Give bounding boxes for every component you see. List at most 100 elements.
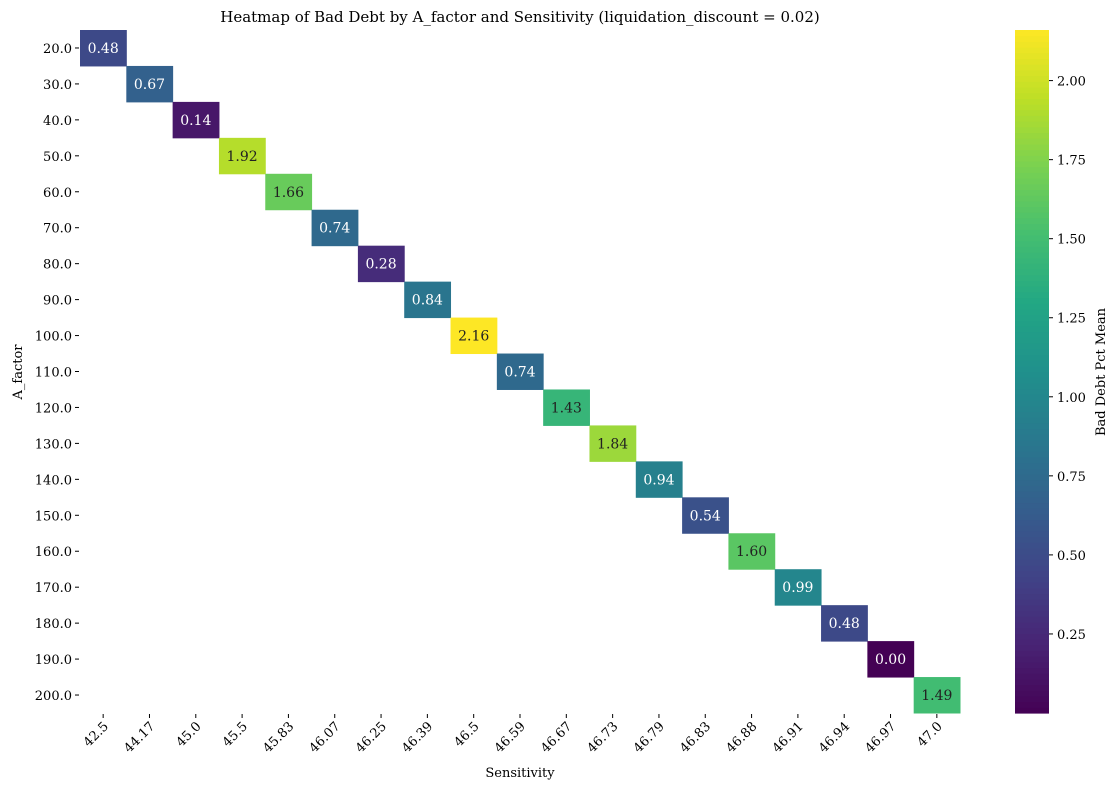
cell-value-label: 1.84 [597,436,628,452]
y-tick-label: 80.0 [43,258,72,273]
colorbar-tick-label: 2.00 [1057,75,1086,90]
colorbar-segment [1015,246,1049,253]
heatmap-cell [265,173,313,211]
colorbar-segment [1015,234,1049,242]
colorbar-segment [1015,428,1049,435]
colorbar-segment [1015,519,1049,526]
colorbar-segment [1015,456,1049,464]
colorbar-segment [1015,582,1049,589]
colorbar-segment [1015,707,1049,714]
y-tick-label: 180.0 [35,617,72,632]
colorbar-segment [1015,121,1049,128]
y-tick-label: 190.0 [35,653,72,668]
colorbar-segment [1015,445,1049,452]
cell-value-label: 0.28 [365,257,396,273]
colorbar-segment [1015,473,1049,481]
y-tick-label: 60.0 [43,186,72,201]
x-tick-label: 46.39 [399,719,436,756]
cell-value-label: 0.54 [690,508,721,524]
colorbar-segment [1015,536,1049,543]
heatmap-cell [126,65,174,103]
heatmap-cell [774,569,822,606]
colorbar-segment [1015,337,1049,344]
cell-value-label: 0.48 [88,41,119,57]
cell-value-label: 0.84 [412,293,443,309]
colorbar-segment [1015,388,1049,395]
colorbar-segment [1015,439,1049,447]
colorbar-segment [1015,160,1049,168]
colorbar-segment [1015,269,1049,276]
colorbar-segment [1015,126,1049,134]
colorbar-segment [1015,382,1049,390]
colorbar-segment [1015,491,1049,498]
colorbar-segment [1015,627,1049,634]
colorbar-segment [1015,656,1049,663]
colorbar-segment [1015,695,1049,703]
colorbar-segment [1015,661,1049,669]
colorbar-segment [1015,547,1049,555]
x-tick-label: 42.5 [81,719,112,750]
chart-title: Heatmap of Bad Debt by A_factor and Sens… [220,8,819,26]
colorbar-segment [1015,98,1049,105]
colorbar-segment [1015,576,1049,583]
y-tick-label: 90.0 [43,294,72,309]
colorbar-segment [1015,348,1049,356]
colorbar-segment [1015,189,1049,196]
colorbar-tick-label: 0.50 [1057,549,1086,564]
colorbar-segment [1015,354,1049,361]
colorbar-segment [1015,217,1049,225]
colorbar-segment [1015,673,1049,680]
colorbar-segment [1015,229,1049,236]
cell-value-label: 0.48 [829,616,860,632]
colorbar-segment [1015,365,1049,373]
heatmap-cell [404,281,452,319]
colorbar-segment [1015,331,1049,338]
colorbar-segment [1015,530,1049,538]
colorbar-segment [1015,115,1049,122]
colorbar-segment [1015,525,1049,532]
colorbar-segment [1015,251,1049,259]
colorbar-segment [1015,69,1049,77]
colorbar-segment [1015,35,1049,42]
x-tick-label: 46.59 [492,719,529,756]
colorbar-tick-label: 0.25 [1057,628,1086,643]
colorbar-segment [1015,411,1049,418]
heatmap-cell [728,533,776,570]
colorbar-segment [1015,240,1049,247]
colorbar-segment [1015,132,1049,139]
cell-value-label: 0.00 [875,652,906,668]
colorbar-segment [1015,280,1049,287]
colorbar-segment [1015,513,1049,521]
cell-value-label: 0.94 [643,472,674,488]
colorbar-segment [1015,343,1049,350]
colorbar-segment [1015,610,1049,617]
x-tick-label: 46.91 [770,719,807,756]
x-tick-label: 46.73 [585,719,622,756]
colorbar-segment [1015,30,1049,37]
x-tick-label: 46.5 [451,719,482,750]
colorbar-segment [1015,678,1049,686]
colorbar-segment [1015,479,1049,486]
y-tick-label: 130.0 [35,437,72,452]
y-tick-label: 100.0 [35,330,72,345]
colorbar-segment [1015,434,1049,441]
colorbar-segment [1015,690,1049,697]
colorbar-segment [1015,297,1049,304]
x-tick-label: 46.83 [677,719,714,756]
x-axis-label: Sensitivity [485,766,555,781]
colorbar-segment [1015,593,1049,600]
heatmap-cell [913,677,961,714]
colorbar-segment [1015,604,1049,612]
colorbar-segment [1015,553,1049,560]
colorbar-segment [1015,542,1049,549]
x-tick-label: 45.83 [260,719,297,756]
heatmap-cell [172,101,220,139]
cell-value-label: 0.74 [504,365,535,381]
colorbar-segment [1015,58,1049,65]
colorbar-segment [1015,212,1049,219]
y-tick-label: 140.0 [35,473,72,488]
colorbar-segment [1015,565,1049,572]
colorbar-segment [1015,109,1049,116]
colorbar-tick-label: 0.75 [1057,470,1086,485]
heatmap-cell [589,425,637,462]
